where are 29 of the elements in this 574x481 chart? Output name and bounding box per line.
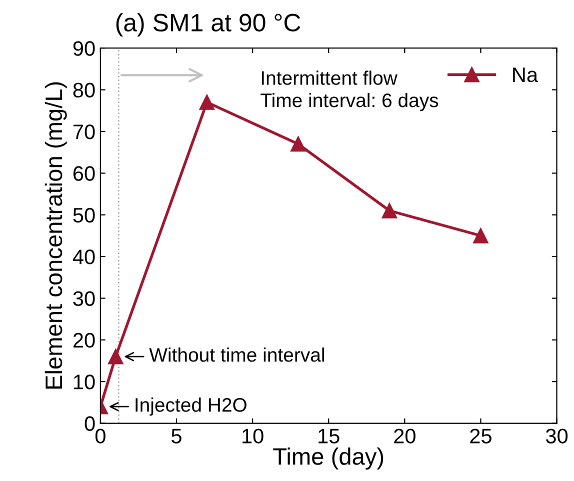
legend-label: Na <box>513 68 538 82</box>
x-tick-label: 20 <box>394 428 416 444</box>
x-tick-label: 25 <box>470 428 492 444</box>
y-tick-label: 40 <box>72 250 95 264</box>
point <box>473 228 488 244</box>
y-tick-label: 50 <box>73 208 95 223</box>
point <box>199 94 215 110</box>
x-axis-title: Time (day) <box>273 448 384 470</box>
y-axis-title: Element concentration (mg/L) <box>44 82 67 389</box>
y-tick-label: 90 <box>73 41 95 56</box>
x-tick-label: 0 <box>95 428 106 444</box>
y-tick-label: 80 <box>73 82 95 98</box>
x-tick-label: 10 <box>242 428 264 444</box>
y-tick-label: 30 <box>73 291 95 306</box>
annotation: Injected H2O <box>136 398 246 416</box>
point <box>382 203 398 218</box>
point <box>108 348 124 364</box>
y-tick-label: 70 <box>73 124 95 140</box>
chart-title: (a) SM1 at 90 °C <box>116 13 300 36</box>
x-tick-label: 5 <box>172 428 182 444</box>
y-tick-label: 60 <box>73 166 95 181</box>
x-tick-label: 30 <box>546 428 568 444</box>
annotation: Intermittent flow Time interval: 6 days <box>260 70 438 112</box>
point <box>290 136 306 152</box>
y-tick-label: 20 <box>73 332 95 348</box>
annotation: Without time interval <box>149 348 324 362</box>
x-tick-label: 15 <box>318 428 340 444</box>
y-tick-label: 10 <box>74 374 95 390</box>
y-tick-label: 0 <box>84 416 95 432</box>
